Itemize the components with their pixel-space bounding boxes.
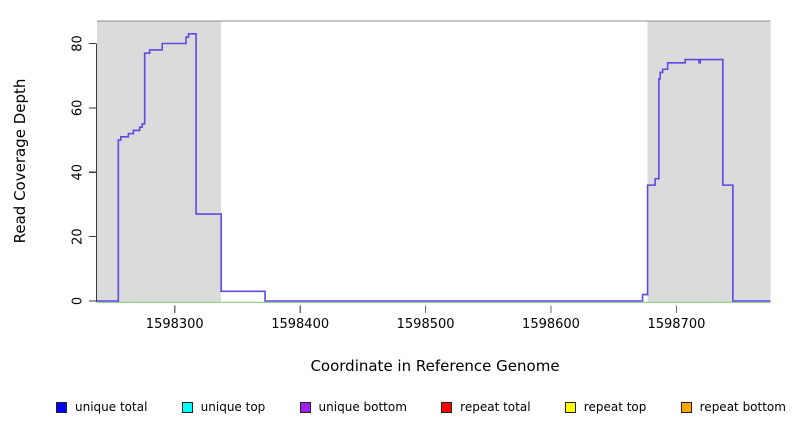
legend-label: unique top: [200, 400, 266, 414]
y-axis: 0 20 40 60 80: [71, 35, 97, 305]
y-tick-label: 80: [71, 35, 86, 52]
y-tick-label: 60: [71, 100, 86, 117]
x-tick-label: 1598300: [146, 317, 204, 332]
legend-label: repeat total: [460, 400, 531, 414]
legend-item: repeat top: [564, 400, 647, 414]
read-coverage-step-line: [97, 33, 771, 302]
y-tick-label: 20: [71, 228, 86, 245]
shaded-region: [647, 21, 771, 303]
legend: unique total unique top unique bottom repea…: [56, 399, 786, 415]
legend-swatch: [680, 401, 692, 413]
legend-swatch: [56, 401, 67, 413]
legend-item: unique top: [181, 400, 266, 414]
legend-swatch: [181, 401, 193, 413]
x-tick-label: 1598500: [397, 317, 455, 332]
legend-item: repeat bottom: [680, 400, 786, 414]
x-tick-label: 1598700: [647, 317, 705, 332]
legend-label: unique total: [75, 400, 148, 414]
x-tick-label: 1598600: [522, 317, 580, 332]
legend-item: repeat total: [441, 400, 531, 414]
legend-label: unique bottom: [318, 400, 407, 414]
x-axis: 1598300 1598400 1598500 1598600 1598700: [146, 305, 705, 332]
legend-swatch: [564, 401, 576, 413]
data-series: [97, 33, 771, 304]
shaded-region: [97, 21, 222, 303]
x-tick-label: 1598400: [271, 317, 329, 332]
y-tick-label: 40: [71, 164, 86, 181]
legend-swatch: [441, 401, 453, 413]
legend-item: unique bottom: [299, 400, 407, 414]
legend-label: repeat top: [583, 400, 647, 414]
legend-item: unique total: [56, 400, 147, 414]
y-tick-label: 0: [71, 297, 86, 305]
y-axis-title: Read Coverage Depth: [11, 78, 29, 244]
legend-label: repeat bottom: [699, 400, 786, 414]
x-axis-title: Coordinate in Reference Genome: [310, 357, 560, 375]
legend-swatch: [299, 401, 311, 413]
